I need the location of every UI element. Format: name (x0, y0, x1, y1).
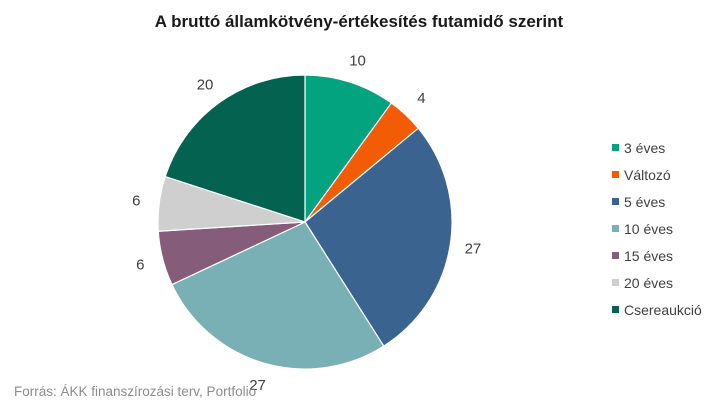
legend-label: 20 éves (624, 274, 674, 291)
pie-slice-3 (304, 127, 453, 347)
legend-swatch (612, 198, 619, 205)
slice-value-label: 10 (349, 52, 366, 69)
legend-item: Csereaukció (612, 296, 702, 323)
pie-slice-1 (304, 74, 393, 224)
chart-legend: 3 éves Változó 5 éves 10 éves 15 éves 20 éves… (612, 134, 702, 323)
legend-swatch (612, 225, 619, 232)
slice-value-label: 6 (136, 256, 144, 273)
chart-title: A bruttó államkötvény-értékesítés futami… (154, 12, 564, 31)
legend-item: Változó (612, 161, 702, 188)
legend-swatch (612, 144, 619, 151)
legend-label: 10 éves (624, 220, 674, 237)
slice-value-label: 20 (197, 76, 214, 93)
slice-value-label: 6 (132, 193, 140, 210)
legend-swatch (612, 252, 619, 259)
legend-label: Változó (624, 166, 671, 183)
legend-swatch (612, 306, 619, 313)
pie-slice-4 (171, 221, 385, 370)
legend-item: 10 éves (612, 215, 702, 242)
legend-swatch (612, 171, 619, 178)
legend-label: Csereaukció (624, 301, 702, 318)
legend-item: 3 éves (612, 134, 702, 161)
legend-item: 5 éves (612, 188, 702, 215)
legend-label: 5 éves (624, 193, 666, 210)
slice-value-label: 27 (249, 377, 266, 394)
legend-item: 20 éves (612, 269, 702, 296)
legend-label: 15 éves (624, 247, 674, 264)
legend-swatch (612, 279, 619, 286)
legend-label: 3 éves (624, 139, 666, 156)
slice-value-label: 4 (417, 90, 425, 107)
legend-item: 15 éves (612, 242, 702, 269)
source-note: Forrás: ÁKK finanszírozási terv, Portfol… (14, 384, 257, 399)
pie-slice-7 (164, 74, 306, 223)
slice-value-label: 27 (465, 241, 482, 258)
